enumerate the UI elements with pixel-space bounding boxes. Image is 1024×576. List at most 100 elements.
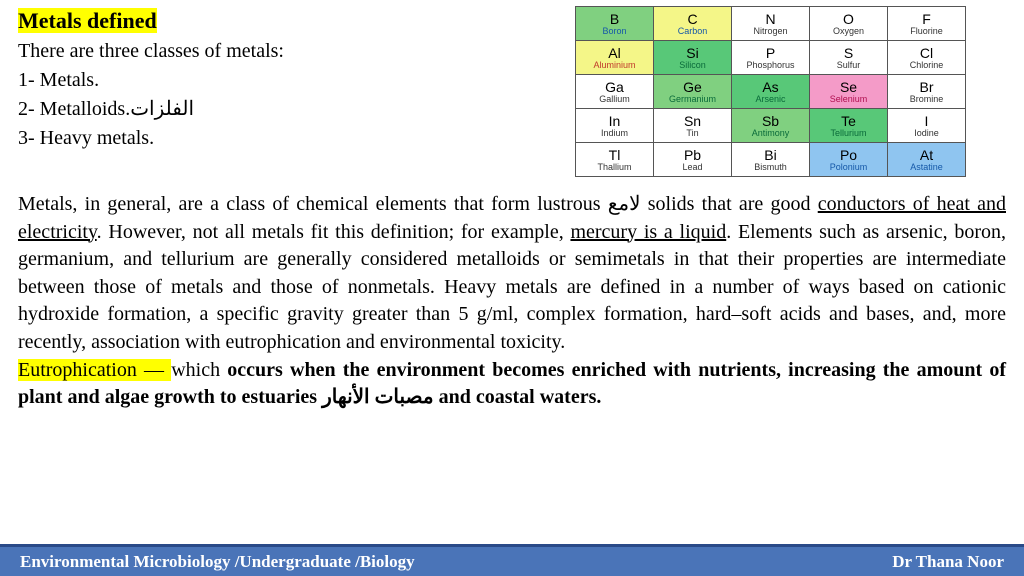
eutro-label: Eutrophication — bbox=[18, 359, 171, 381]
element-symbol: Ga bbox=[577, 80, 652, 94]
periodic-table: BBoronCCarbonNNitrogenOOxygenFFluorine Al… bbox=[575, 6, 966, 177]
element-symbol: Te bbox=[811, 114, 886, 128]
element-cell-as: AsArsenic bbox=[732, 75, 810, 109]
element-name: Fluorine bbox=[889, 27, 964, 36]
element-cell-cl: ClChlorine bbox=[888, 41, 966, 75]
element-name: Chlorine bbox=[889, 61, 964, 70]
element-name: Lead bbox=[655, 163, 730, 172]
element-name: Bromine bbox=[889, 95, 964, 104]
element-name: Bismuth bbox=[733, 163, 808, 172]
footer-left: Environmental Microbiology /Undergraduat… bbox=[20, 552, 415, 572]
element-name: Germanium bbox=[655, 95, 730, 104]
slide-content: Metals defined There are three classes o… bbox=[0, 0, 1024, 412]
list-item-2-text: 2- Metalloids. bbox=[18, 98, 130, 120]
footer-right: Dr Thana Noor bbox=[892, 552, 1004, 572]
element-symbol: N bbox=[733, 12, 808, 26]
element-name: Gallium bbox=[577, 95, 652, 104]
element-cell-c: CCarbon bbox=[654, 7, 732, 41]
element-cell-al: AlAluminium bbox=[576, 41, 654, 75]
element-symbol: As bbox=[733, 80, 808, 94]
element-cell-s: SSulfur bbox=[810, 41, 888, 75]
element-cell-b: BBoron bbox=[576, 7, 654, 41]
element-symbol: In bbox=[577, 114, 652, 128]
heading: Metals defined bbox=[18, 8, 157, 33]
element-cell-o: OOxygen bbox=[810, 7, 888, 41]
element-symbol: Tl bbox=[577, 148, 652, 162]
element-symbol: Bi bbox=[733, 148, 808, 162]
element-symbol: Pb bbox=[655, 148, 730, 162]
element-cell-bi: BiBismuth bbox=[732, 143, 810, 177]
element-name: Thallium bbox=[577, 163, 652, 172]
element-name: Silicon bbox=[655, 61, 730, 70]
element-cell-ge: GeGermanium bbox=[654, 75, 732, 109]
element-cell-ga: GaGallium bbox=[576, 75, 654, 109]
element-name: Antimony bbox=[733, 129, 808, 138]
element-cell-te: TeTellurium bbox=[810, 109, 888, 143]
element-symbol: Si bbox=[655, 46, 730, 60]
footer-bar: Environmental Microbiology /Undergraduat… bbox=[0, 544, 1024, 576]
list-item-2-arabic: الفلزات bbox=[130, 98, 194, 120]
element-name: Selenium bbox=[811, 95, 886, 104]
p1-a: Metals, in general, are a class of chemi… bbox=[18, 193, 608, 215]
eutro-b2: and coastal waters bbox=[434, 386, 597, 408]
element-name: Nitrogen bbox=[733, 27, 808, 36]
element-name: Iodine bbox=[889, 129, 964, 138]
eutro-arabic: مصبات الأنهار bbox=[322, 386, 434, 408]
element-name: Indium bbox=[577, 129, 652, 138]
element-symbol: Po bbox=[811, 148, 886, 162]
element-name: Sulfur bbox=[811, 61, 886, 70]
list-item-1: 1- Metals. bbox=[18, 67, 398, 94]
element-name: Oxygen bbox=[811, 27, 886, 36]
element-symbol: O bbox=[811, 12, 886, 26]
list-item-3: 3- Heavy metals. bbox=[18, 125, 398, 152]
list-item-2: 2- Metalloids.الفلزات bbox=[18, 96, 398, 123]
element-cell-si: SiSilicon bbox=[654, 41, 732, 75]
body-paragraph: Metals, in general, are a class of chemi… bbox=[18, 191, 1006, 412]
element-cell-in: InIndium bbox=[576, 109, 654, 143]
element-symbol: I bbox=[889, 114, 964, 128]
element-name: Boron bbox=[577, 27, 652, 36]
element-name: Tin bbox=[655, 129, 730, 138]
element-cell-tl: TlThallium bbox=[576, 143, 654, 177]
p1-arabic: لامع bbox=[608, 193, 641, 215]
element-symbol: At bbox=[889, 148, 964, 162]
element-cell-se: SeSelenium bbox=[810, 75, 888, 109]
p1-u2: mercury is a liquid bbox=[570, 221, 726, 243]
element-symbol: Sb bbox=[733, 114, 808, 128]
element-symbol: P bbox=[733, 46, 808, 60]
element-symbol: Cl bbox=[889, 46, 964, 60]
element-symbol: B bbox=[577, 12, 652, 26]
element-cell-at: AtAstatine bbox=[888, 143, 966, 177]
element-cell-i: IIodine bbox=[888, 109, 966, 143]
element-symbol: Al bbox=[577, 46, 652, 60]
definitions-block: Metals defined There are three classes o… bbox=[18, 6, 398, 152]
element-symbol: Se bbox=[811, 80, 886, 94]
element-symbol: S bbox=[811, 46, 886, 60]
element-cell-pb: PbLead bbox=[654, 143, 732, 177]
intro-line: There are three classes of metals: bbox=[18, 38, 398, 65]
element-name: Arsenic bbox=[733, 95, 808, 104]
eutro-which: which bbox=[171, 359, 227, 381]
element-name: Carbon bbox=[655, 27, 730, 36]
element-cell-n: NNitrogen bbox=[732, 7, 810, 41]
element-symbol: Ge bbox=[655, 80, 730, 94]
element-symbol: C bbox=[655, 12, 730, 26]
element-name: Aluminium bbox=[577, 61, 652, 70]
element-name: Astatine bbox=[889, 163, 964, 172]
element-symbol: F bbox=[889, 12, 964, 26]
element-cell-p: PPhosphorus bbox=[732, 41, 810, 75]
element-cell-po: PoPolonium bbox=[810, 143, 888, 177]
element-cell-sb: SbAntimony bbox=[732, 109, 810, 143]
element-cell-f: FFluorine bbox=[888, 7, 966, 41]
element-cell-br: BrBromine bbox=[888, 75, 966, 109]
element-cell-sn: SnTin bbox=[654, 109, 732, 143]
element-symbol: Br bbox=[889, 80, 964, 94]
element-name: Tellurium bbox=[811, 129, 886, 138]
eutro-period: . bbox=[596, 386, 601, 408]
element-symbol: Sn bbox=[655, 114, 730, 128]
element-name: Polonium bbox=[811, 163, 886, 172]
element-name: Phosphorus bbox=[733, 61, 808, 70]
top-row: Metals defined There are three classes o… bbox=[18, 6, 1006, 177]
p1-b: solids that are good bbox=[641, 193, 818, 215]
p1-c: . However, not all metals fit this defin… bbox=[97, 221, 571, 243]
